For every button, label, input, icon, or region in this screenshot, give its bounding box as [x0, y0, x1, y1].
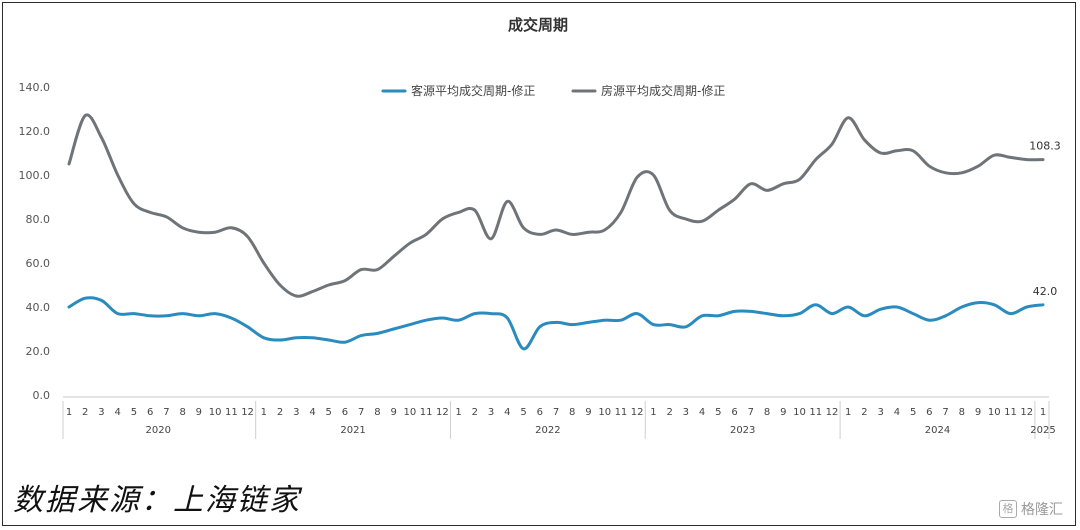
- x-month-label: 6: [731, 407, 737, 418]
- data-source-label: 数据来源：上海链家: [13, 483, 301, 518]
- legend-label-1: 客源平均成交周期-修正: [411, 83, 535, 98]
- x-month-label: 3: [98, 407, 104, 418]
- x-month-label: 6: [537, 407, 543, 418]
- x-month-label: 7: [553, 407, 559, 418]
- watermark-text: 格隆汇: [1021, 502, 1063, 518]
- series-lines: [67, 113, 1045, 351]
- x-month-label: 4: [115, 407, 121, 418]
- x-month-label: 9: [390, 407, 396, 418]
- y-tick-label: 100.0: [19, 169, 51, 182]
- x-month-label: 4: [504, 407, 510, 418]
- x-month-label: 4: [309, 407, 315, 418]
- x-month-label: 7: [748, 407, 754, 418]
- x-month-label: 3: [488, 407, 494, 418]
- line-chart: 成交周期 客源平均成交周期-修正 房源平均成交周期-修正 0.0 20.0 40.0 6…: [19, 16, 1061, 439]
- x-month-label: 5: [131, 407, 137, 418]
- x-month-label: 3: [293, 407, 299, 418]
- x-month-label: 7: [942, 407, 948, 418]
- x-month-label: 9: [780, 407, 786, 418]
- x-month-label: 8: [959, 407, 965, 418]
- x-month-label: 11: [615, 407, 628, 418]
- x-month-label: 8: [764, 407, 770, 418]
- x-month-label: 5: [715, 407, 721, 418]
- x-month-label: 12: [436, 407, 449, 418]
- x-month-label: 7: [358, 407, 364, 418]
- y-tick-label: 40.0: [26, 301, 51, 314]
- x-month-label: 2: [277, 407, 283, 418]
- x-month-label: 5: [326, 407, 332, 418]
- y-axis: 0.0 20.0 40.0 60.0 80.0 100.0 120.0 140.0: [19, 81, 51, 402]
- watermark: 格 格隆汇: [999, 499, 1063, 519]
- y-tick-label: 80.0: [26, 213, 51, 226]
- x-year-label: 2022: [535, 425, 560, 436]
- x-month-label: 1: [845, 407, 851, 418]
- x-month-label: 11: [225, 407, 238, 418]
- series-line-1: [67, 296, 1045, 351]
- x-month-label: 3: [877, 407, 883, 418]
- x-month-label: 10: [404, 407, 417, 418]
- x-year-label: 2021: [340, 425, 365, 436]
- x-month-label: 2: [82, 407, 88, 418]
- x-month-label: 1: [66, 407, 72, 418]
- x-month-label: 1: [1040, 407, 1046, 418]
- x-year-label: 2023: [730, 425, 755, 436]
- x-month-label: 9: [196, 407, 202, 418]
- x-month-label: 12: [826, 407, 839, 418]
- x-month-label: 2: [472, 407, 478, 418]
- x-month-label: 10: [988, 407, 1001, 418]
- end-value-label-1: 42.0: [1033, 285, 1058, 298]
- x-month-label: 1: [455, 407, 461, 418]
- x-month-label: 9: [585, 407, 591, 418]
- series-line-2: [67, 113, 1045, 298]
- x-month-label: 9: [975, 407, 981, 418]
- x-month-label: 8: [374, 407, 380, 418]
- x-month-label: 12: [241, 407, 254, 418]
- x-month-label: 3: [683, 407, 689, 418]
- x-month-label: 10: [793, 407, 806, 418]
- chart-title: 成交周期: [508, 16, 568, 34]
- y-tick-label: 120.0: [19, 125, 51, 138]
- legend-label-2: 房源平均成交周期-修正: [601, 83, 725, 98]
- x-month-label: 5: [910, 407, 916, 418]
- x-month-label: 10: [598, 407, 611, 418]
- x-month-label: 11: [420, 407, 433, 418]
- x-month-label: 10: [209, 407, 222, 418]
- x-month-label: 6: [147, 407, 153, 418]
- y-tick-label: 60.0: [26, 257, 51, 270]
- x-month-label: 7: [163, 407, 169, 418]
- x-month-label: 8: [179, 407, 185, 418]
- x-month-label: 12: [1020, 407, 1033, 418]
- x-month-label: 6: [342, 407, 348, 418]
- x-month-label: 5: [520, 407, 526, 418]
- x-month-label: 6: [926, 407, 932, 418]
- y-tick-label: 20.0: [26, 345, 51, 358]
- x-month-label: 2: [666, 407, 672, 418]
- x-month-label: 11: [809, 407, 822, 418]
- x-year-label: 2025: [1030, 425, 1055, 436]
- end-value-label-2: 108.3: [1029, 140, 1061, 153]
- x-month-label: 1: [650, 407, 656, 418]
- y-tick-label: 140.0: [19, 81, 51, 94]
- x-month-label: 8: [569, 407, 575, 418]
- x-month-label: 4: [894, 407, 900, 418]
- y-tick-label: 0.0: [33, 389, 51, 402]
- x-year-label: 2020: [146, 425, 171, 436]
- x-axis: 1 2 3 4 5 6 7 8 9 10 11 12 1 2 3 4 5 6 7 8 9 10 11 12 1 2 3 4 5 6 7 8 9 1…: [62, 396, 1056, 439]
- x-year-label: 2024: [925, 425, 950, 436]
- x-month-label: 4: [699, 407, 705, 418]
- end-labels: 42.0 108.3: [1029, 140, 1061, 298]
- x-month-label: 1: [261, 407, 267, 418]
- x-month-label: 12: [631, 407, 644, 418]
- x-month-label: 2: [861, 407, 867, 418]
- watermark-logo-icon: 格: [999, 500, 1017, 518]
- chart-legend: 客源平均成交周期-修正 房源平均成交周期-修正: [381, 83, 725, 98]
- x-month-label: 11: [1004, 407, 1017, 418]
